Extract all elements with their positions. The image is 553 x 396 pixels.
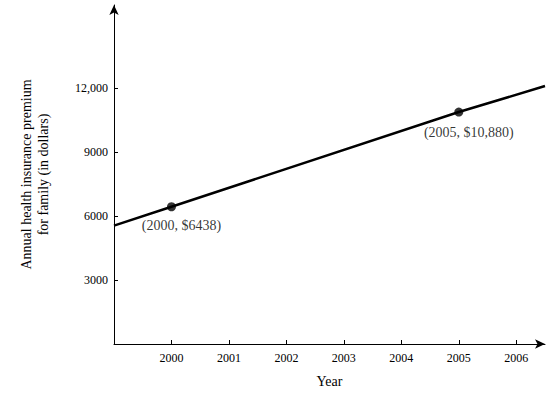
svg-text:2006: 2006 <box>504 351 528 365</box>
svg-text:2005: 2005 <box>447 351 471 365</box>
svg-text:12,000: 12,000 <box>75 81 108 95</box>
svg-text:2003: 2003 <box>332 351 356 365</box>
svg-text:2001: 2001 <box>217 351 241 365</box>
svg-text:6000: 6000 <box>84 209 108 223</box>
svg-text:2000: 2000 <box>159 351 183 365</box>
svg-text:(2000, $6438): (2000, $6438) <box>142 218 222 234</box>
svg-text:2004: 2004 <box>389 351 413 365</box>
svg-text:Annual health insurance premiu: Annual health insurance premium <box>19 79 34 269</box>
svg-text:3000: 3000 <box>84 273 108 287</box>
svg-text:(2005, $10,880): (2005, $10,880) <box>424 125 514 141</box>
svg-text:9000: 9000 <box>84 145 108 159</box>
svg-text:2002: 2002 <box>274 351 298 365</box>
svg-text:for family (in dollars): for family (in dollars) <box>36 113 52 235</box>
svg-text:Year: Year <box>317 374 343 389</box>
